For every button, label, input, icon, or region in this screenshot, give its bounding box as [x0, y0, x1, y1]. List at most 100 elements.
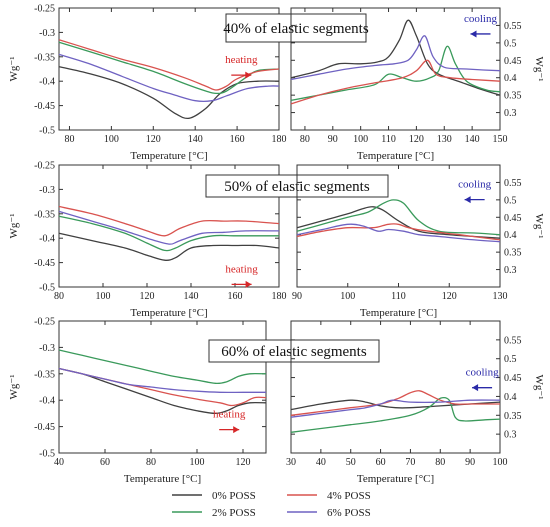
y-axis-label: Wg⁻¹ — [533, 57, 545, 82]
y-axis-label: Wg⁻¹ — [8, 214, 20, 239]
x-tick-label: 80 — [146, 457, 156, 468]
annotation-heating: heating — [213, 409, 246, 421]
y-tick-label: -0.35 — [34, 52, 55, 63]
legend-label: 0% POSS — [212, 490, 256, 502]
y-axis-label: Wg⁻¹ — [8, 57, 20, 82]
series-line-0-poss — [58, 232, 280, 261]
x-tick-label: 80 — [300, 134, 310, 145]
x-tick-label: 110 — [391, 291, 406, 302]
x-tick-label: 30 — [286, 457, 296, 468]
x-tick-label: 90 — [292, 291, 302, 302]
series-line-4-poss — [296, 223, 501, 241]
x-tick-label: 100 — [104, 134, 119, 145]
x-tick-label: 100 — [190, 457, 205, 468]
x-tick-label: 100 — [96, 291, 111, 302]
panel-title: 60% of elastic segments — [221, 344, 367, 360]
y-tick-label: 0.45 — [504, 56, 522, 67]
x-tick-label: 160 — [230, 134, 245, 145]
y-tick-label: -0.45 — [34, 422, 55, 433]
plot-frame — [58, 320, 267, 454]
panel-2-right: 90 100 110 120 130 0.3 0.35 0.4 0.45 0.5 0.55 Tempe… — [292, 164, 545, 319]
y-tick-label: 0.35 — [504, 91, 522, 102]
x-tick-label: 90 — [328, 134, 338, 145]
y-axis-label: Wg⁻¹ — [8, 375, 20, 400]
y-tick-label: 0.5 — [504, 38, 517, 49]
y-tick-label: -0.35 — [34, 209, 55, 220]
series-line-2-poss — [296, 199, 501, 236]
panel-1-left: 80 100 120 140 160 180 -0.5 -0.45 -0.4 -0.35 -0.3 -… — [8, 4, 287, 163]
series-line-0-poss — [296, 206, 501, 239]
annotation-arrow-head — [245, 71, 252, 79]
x-tick-label: 50 — [346, 457, 356, 468]
y-tick-label: -0.5 — [39, 283, 55, 294]
x-tick-label: 60 — [376, 457, 386, 468]
y-tick-label: -0.3 — [39, 28, 55, 39]
x-tick-label: 140 — [465, 134, 480, 145]
y-tick-label: -0.4 — [39, 77, 55, 88]
x-axis-label: Temperature [°C] — [124, 473, 201, 485]
y-tick-label: -0.25 — [34, 4, 55, 15]
y-tick-label: 0.45 — [504, 373, 522, 384]
annotation-arrow-head — [470, 30, 477, 38]
series-line-6-poss — [58, 53, 280, 103]
x-axis-label: Temperature [°C] — [130, 307, 207, 319]
series-line-6-poss — [58, 210, 280, 245]
x-tick-label: 110 — [381, 134, 396, 145]
series-line-2-poss — [58, 349, 267, 385]
y-tick-label: 0.5 — [504, 195, 517, 206]
series-line-4-poss — [290, 390, 500, 416]
panel-3-right: 30 40 50 60 70 80 90 100 0.3 0.35 0.4 0.45 0.5 0.55 Te… — [286, 320, 545, 485]
y-tick-label: 0.5 — [504, 354, 517, 365]
y-tick-label: -0.3 — [39, 343, 55, 354]
series-line-6-poss — [290, 399, 501, 418]
y-tick-label: 0.3 — [504, 265, 517, 276]
series-line-2-poss — [290, 396, 501, 433]
series-line-6-poss — [296, 223, 501, 243]
annotation-arrow-head — [233, 426, 240, 434]
y-tick-label: -0.5 — [39, 449, 55, 460]
y-axis-label: Wg⁻¹ — [533, 375, 545, 400]
y-tick-label: -0.3 — [39, 185, 55, 196]
x-tick-label: 100 — [340, 291, 355, 302]
x-tick-label: 130 — [493, 291, 508, 302]
series-line-6-poss — [58, 367, 266, 394]
y-tick-label: 0.4 — [504, 392, 517, 403]
y-tick-label: -0.45 — [34, 101, 55, 112]
x-tick-label: 140 — [188, 134, 203, 145]
y-tick-label: 0.4 — [504, 230, 517, 241]
plot-frame — [58, 164, 280, 288]
annotation-heating: heating — [225, 54, 258, 66]
x-tick-label: 70 — [405, 457, 415, 468]
annotation-arrow-head — [464, 196, 471, 204]
series-line-2-poss — [290, 45, 501, 102]
series-line-0-poss — [290, 399, 501, 411]
series-line-0-poss — [58, 65, 280, 120]
x-tick-label: 120 — [236, 457, 251, 468]
y-axis-label: Wg⁻¹ — [533, 214, 545, 239]
y-tick-label: 0.35 — [504, 248, 522, 259]
x-tick-label: 180 — [272, 134, 287, 145]
x-tick-label: 140 — [184, 291, 199, 302]
annotation-arrow-head — [472, 384, 479, 392]
x-tick-label: 90 — [465, 457, 475, 468]
annotation-cooling: cooling — [466, 367, 499, 379]
legend-label: 6% POSS — [327, 507, 371, 519]
y-tick-label: -0.5 — [39, 126, 55, 137]
x-tick-label: 60 — [100, 457, 110, 468]
x-tick-label: 120 — [146, 134, 161, 145]
legend: 0% POSS 4% POSS 2% POSS 6% POSS — [172, 490, 371, 519]
x-tick-label: 160 — [228, 291, 243, 302]
legend-label: 2% POSS — [212, 507, 256, 519]
y-tick-label: 0.3 — [504, 430, 517, 441]
annotation-heating: heating — [225, 263, 258, 275]
plot-frame — [290, 320, 501, 454]
panel-2-left: 80 100 120 140 160 180 -0.5 -0.45 -0.4 -0.35 -0.3 -… — [8, 161, 287, 320]
panel-1-right: 80 90 100 110 120 130 140 150 0.3 0.35 0.4 0.45 0.5 0… — [290, 7, 545, 162]
panel-title: 40% of elastic segments — [223, 21, 369, 37]
y-tick-label: -0.35 — [34, 369, 55, 380]
x-tick-label: 40 — [54, 457, 64, 468]
x-tick-label: 130 — [437, 134, 452, 145]
series-line-0-poss — [290, 19, 501, 96]
y-tick-label: -0.4 — [39, 396, 55, 407]
